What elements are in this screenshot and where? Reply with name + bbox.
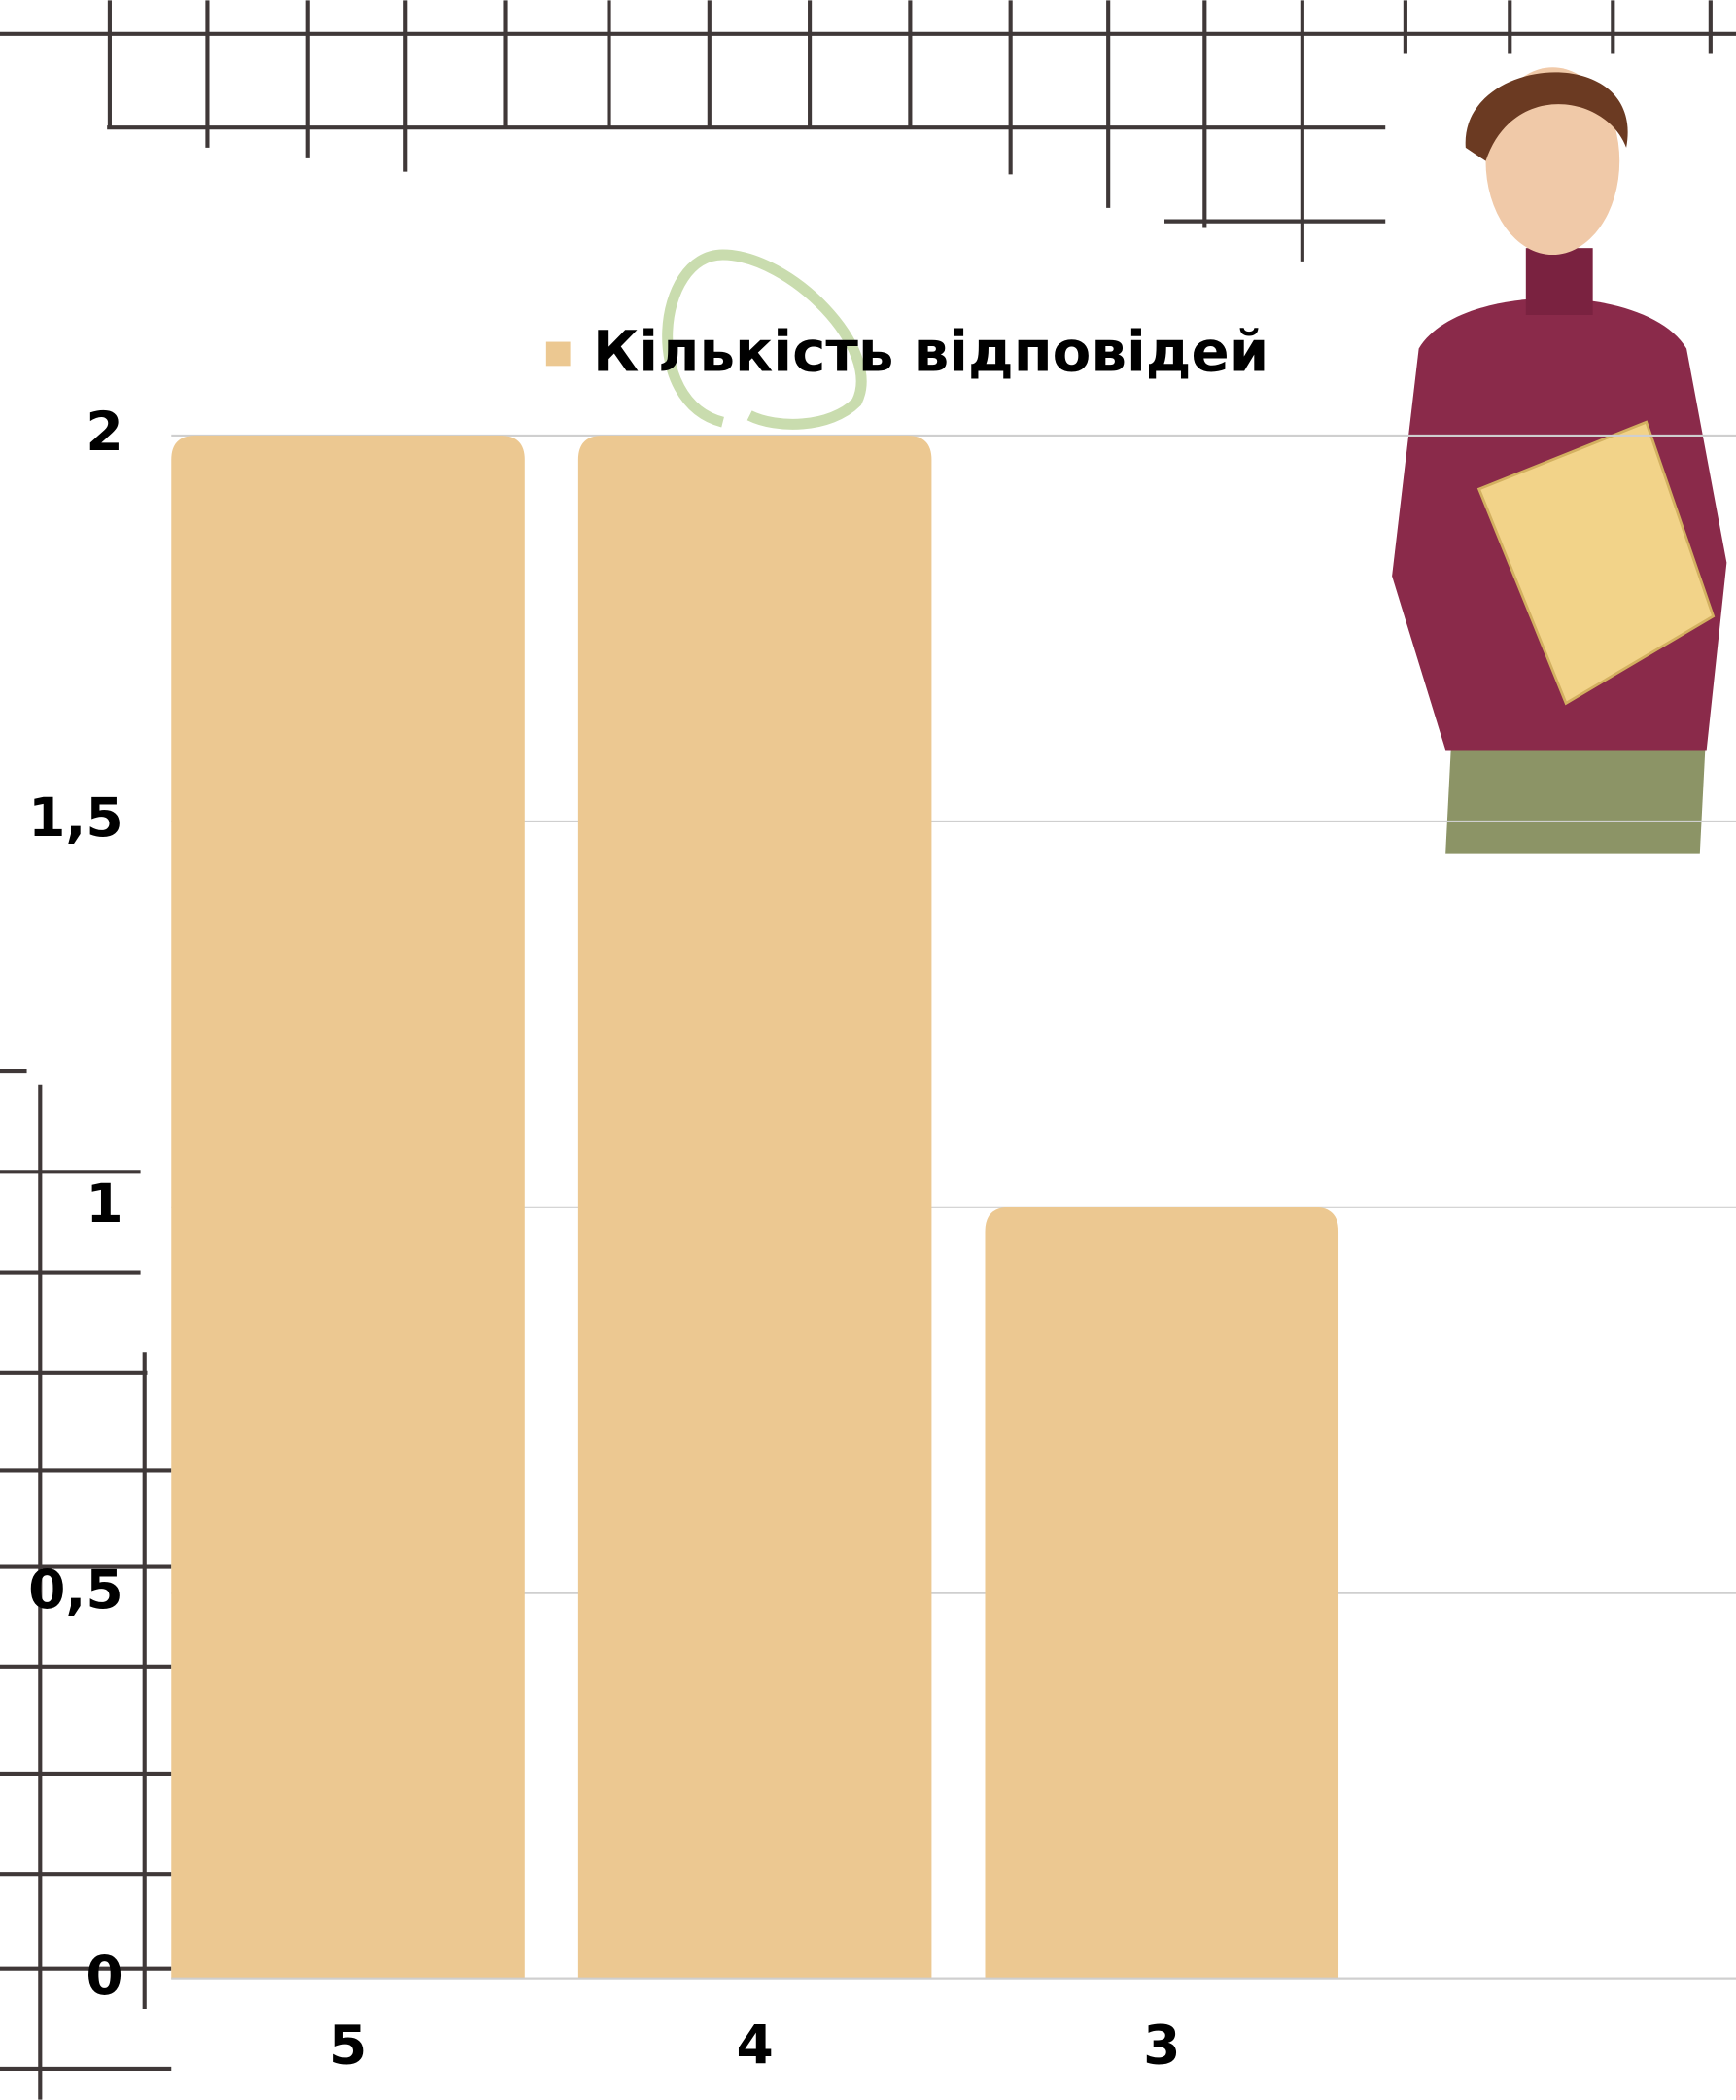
- y-tick-label: 0: [86, 1944, 122, 2007]
- legend-swatch: [545, 341, 571, 367]
- illustration: [662, 53, 1727, 854]
- legend-label: Кількість відповідей: [593, 318, 1268, 384]
- bar: [171, 435, 525, 1979]
- x-tick-label: 5: [330, 2013, 366, 2076]
- y-tick-label: 1: [86, 1172, 122, 1235]
- y-tick-label: 1,5: [28, 787, 123, 849]
- x-tick-label: 4: [736, 2013, 773, 2076]
- x-tick-label: 3: [1143, 2013, 1180, 2076]
- y-tick-label: 2: [86, 401, 122, 463]
- bar: [985, 1207, 1339, 1979]
- bar: [577, 435, 932, 1979]
- y-tick-label: 0,5: [28, 1558, 123, 1621]
